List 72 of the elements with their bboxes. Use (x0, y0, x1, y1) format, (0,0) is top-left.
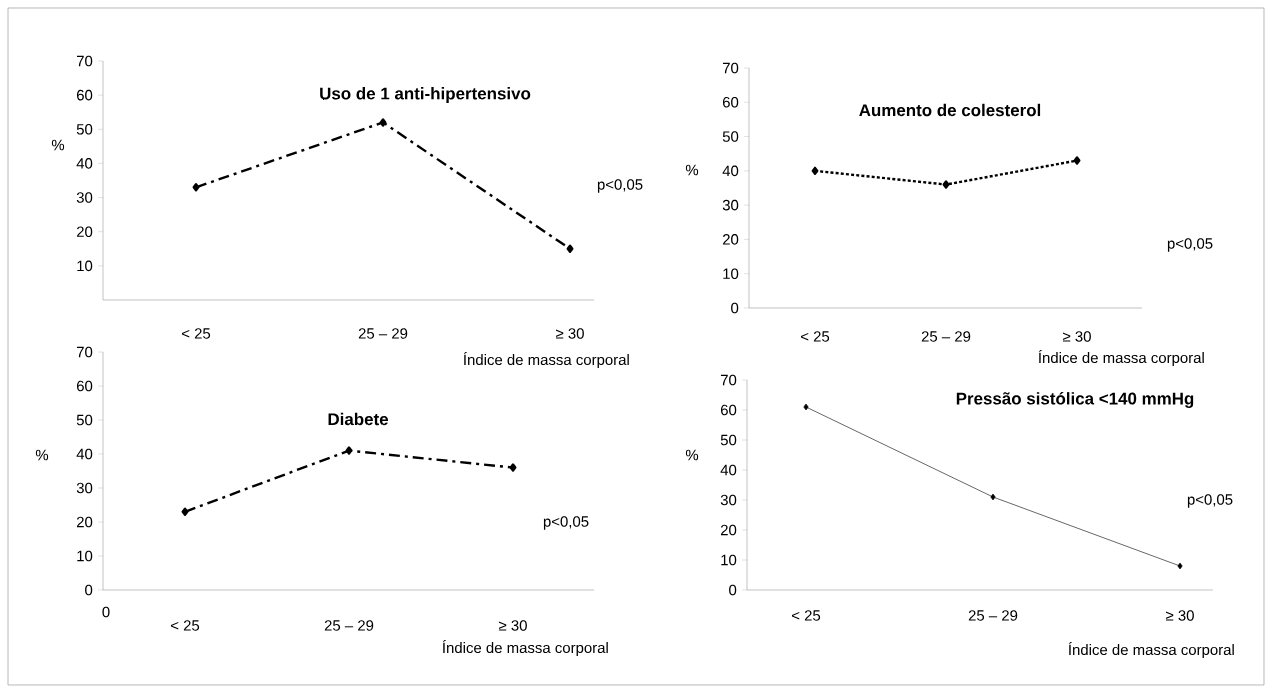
x-tick-label: < 25 (181, 328, 211, 339)
text: Uso de 1 anti-hipertensivo (320, 87, 531, 103)
y-tick-label: 40 (722, 165, 739, 177)
x-tick-label: 25 – 29 (968, 610, 1018, 621)
x-tick-label: < 25 (792, 610, 821, 621)
y-tick-label: 30 (722, 199, 739, 211)
y-tick-label: 0 (85, 584, 93, 596)
x-tick-label: ≥ 30 (1165, 610, 1194, 621)
y-tick-label: 40 (76, 448, 93, 460)
x-tick-label: < 25 (801, 331, 830, 342)
y-tick-label: 10 (721, 554, 737, 566)
point (942, 180, 950, 189)
point (566, 244, 574, 253)
x-tick-label: ≥ 30 (498, 620, 527, 631)
point (1177, 562, 1183, 570)
y-axis-title: % (35, 449, 49, 461)
point (811, 166, 819, 176)
text: Aumento de colesterol (859, 103, 1041, 117)
annotation: p<0,05 (1187, 494, 1233, 508)
text: 0 (102, 606, 110, 618)
y-tick-label: 70 (76, 55, 93, 67)
point (509, 463, 517, 472)
y-tick-label: 20 (76, 516, 93, 528)
x-axis-title: Índice de massa corporal (1068, 641, 1234, 659)
x-tick-label: ≥ 30 (1062, 331, 1091, 342)
x-tick-label: 25 – 29 (324, 620, 374, 631)
y-tick-label: 70 (722, 62, 739, 74)
y-tick-label: 10 (77, 550, 93, 562)
x-axis-title: Índice de massa corporal (463, 351, 629, 368)
y-tick-label: 10 (77, 260, 93, 272)
y-axis-title: % (51, 139, 65, 151)
x-tick-label: ≥ 30 (556, 328, 584, 339)
x-tick-label: < 25 (170, 620, 200, 631)
point (192, 183, 200, 192)
y-tick-label: 50 (76, 414, 93, 426)
point (990, 493, 996, 501)
text: p<0,05 (1167, 238, 1213, 252)
y-tick-label: 0 (729, 584, 737, 596)
y-tick-label: 50 (720, 434, 737, 446)
y-tick-label: 40 (76, 158, 93, 169)
text: p<0,05 (597, 179, 643, 193)
annotation: p<0,05 (543, 516, 589, 530)
y-tick-label: 40 (720, 464, 737, 476)
y-tick-label: 60 (76, 380, 93, 392)
y-tick-label: 50 (76, 123, 93, 135)
point (379, 118, 387, 127)
text: Diabete (328, 412, 389, 426)
point (1073, 156, 1081, 165)
y-tick-label: 10 (723, 268, 739, 279)
point (803, 403, 809, 411)
y-tick-label: 70 (720, 374, 737, 386)
x-tick-label: 25 – 29 (358, 328, 408, 339)
y-tick-label: 30 (76, 192, 93, 203)
y-tick-label: 70 (76, 346, 93, 358)
y-tick-label: 0 (731, 302, 739, 314)
y-tick-label: 30 (76, 482, 93, 494)
y-tick-label: 20 (76, 226, 93, 237)
y-tick-label: 60 (76, 89, 93, 101)
point (181, 507, 189, 516)
y-axis-title: % (685, 449, 699, 461)
x-axis-title: Índice de massa corporal (442, 639, 608, 657)
y-tick-label: 20 (722, 234, 739, 245)
text: Pressão sistólica <140 mmHg (956, 391, 1194, 408)
y-tick-label: 60 (720, 404, 737, 416)
x-tick-label: 25 – 29 (921, 331, 971, 342)
y-axis-title: % (685, 164, 699, 176)
y-tick-label: 20 (720, 524, 737, 536)
point (345, 446, 353, 455)
y-tick-label: 60 (722, 96, 739, 108)
y-tick-label: 50 (722, 131, 739, 142)
x-axis-title: Índice de massa corporal (1038, 349, 1204, 366)
y-tick-label: 30 (720, 494, 737, 506)
